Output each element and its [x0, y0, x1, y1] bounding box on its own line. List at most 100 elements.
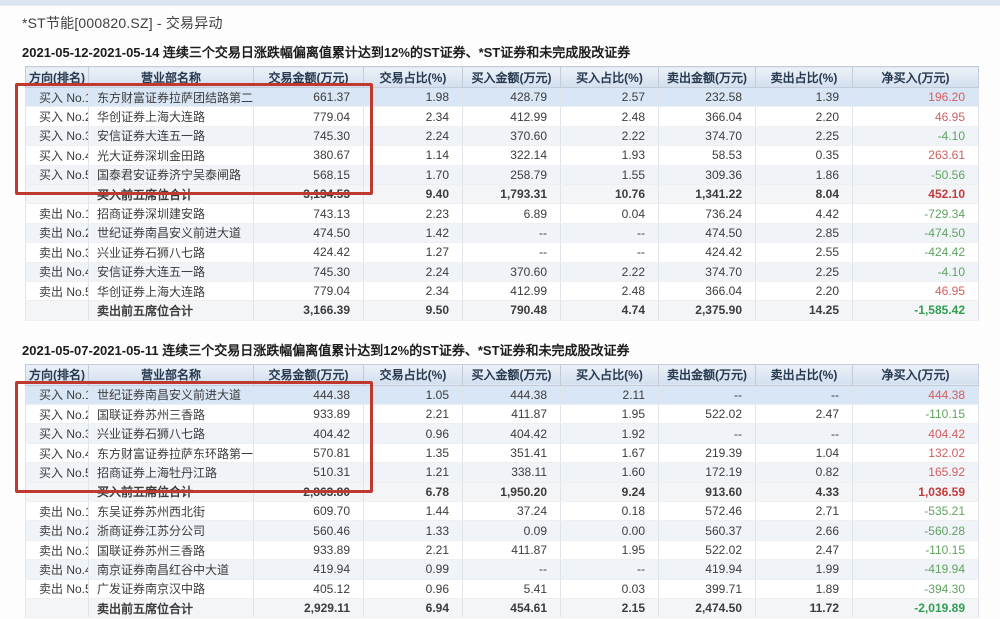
net-buy-cell: 132.02	[852, 443, 979, 464]
column-header: 交易占比(%)	[363, 363, 463, 386]
value-cell: 419.94	[658, 559, 756, 580]
net-buy-cell: 165.92	[852, 462, 979, 483]
value-cell: 1.95	[560, 540, 659, 561]
value-cell: 366.04	[658, 106, 756, 127]
value-cell: 2,929.11	[253, 597, 364, 619]
value-cell: 2.22	[560, 126, 659, 147]
table-row: 买入 No.2 国联证券苏州三香路 933.89 2.21 411.87 1.95 522.…	[25, 404, 979, 425]
value-cell: 1.27	[363, 242, 463, 263]
value-cell: 9.50	[363, 300, 463, 321]
value-cell: 572.46	[658, 501, 756, 522]
branch-name-cell: 浙商证券江苏分公司	[88, 520, 254, 541]
value-cell: 2.85	[755, 223, 853, 244]
branch-name-cell: 东吴证券苏州西北街	[88, 501, 254, 522]
value-cell: 1.93	[560, 145, 659, 166]
branch-name-cell: 卖出前五席位合计	[88, 300, 254, 321]
direction-cell: 买入 No.1	[25, 385, 89, 406]
direction-cell: 卖出 No.3	[25, 242, 89, 263]
value-cell: 1.99	[755, 559, 853, 580]
window-title: *ST节能[000820.SZ] - 交易异动	[22, 15, 223, 31]
value-cell: 322.14	[462, 145, 561, 166]
value-cell: 444.38	[462, 385, 561, 406]
value-cell: 338.11	[462, 462, 561, 483]
value-cell: 560.46	[253, 520, 364, 541]
value-cell: 404.42	[462, 423, 561, 444]
table-row: 买入 No.1 世纪证券南昌安义前进大道 444.38 1.05 444.38 2.11-…	[25, 385, 979, 406]
value-cell: 1.04	[755, 443, 853, 464]
table-row: 卖出 No.3 国联证券苏州三香路 933.89 2.21 411.87 1.95 522.…	[25, 540, 979, 561]
value-cell: 258.79	[462, 165, 561, 185]
value-cell: 399.71	[658, 579, 756, 599]
value-cell: 454.61	[462, 597, 561, 619]
branch-name-cell: 买入前五席位合计	[88, 183, 254, 205]
value-cell: --	[560, 242, 659, 263]
value-cell: 745.30	[253, 262, 364, 282]
branch-name-cell: 东方财富证券拉萨东环路第一	[88, 443, 254, 464]
branch-name-cell: 招商证券上海牡丹江路	[88, 462, 254, 483]
value-cell: 2.66	[755, 520, 853, 541]
value-cell: 8.04	[755, 183, 853, 205]
value-cell: 2.71	[755, 501, 853, 522]
branch-name-cell: 南京证券南昌红谷中大道	[88, 559, 254, 580]
trading-table-1: 方向(排名) 营业部名称 交易金额(万元) 交易占比(%) 买入金额(万元) 买入占比(%…	[25, 66, 979, 321]
column-header: 买入占比(%)	[560, 66, 659, 88]
direction-cell: 卖出 No.5	[25, 281, 89, 302]
value-cell: 570.81	[253, 443, 364, 464]
table-row: 卖出 No.4 安信证券大连五一路 745.30 2.24 370.60 2.22 374.…	[25, 262, 979, 282]
value-cell: 2.24	[363, 262, 463, 282]
net-buy-cell: -560.28	[852, 520, 979, 541]
value-cell: 933.89	[253, 404, 364, 425]
value-cell: 2.23	[363, 203, 463, 224]
value-cell: 374.70	[658, 262, 756, 282]
value-cell: 779.04	[253, 106, 364, 127]
direction-cell: 买入 No.5	[25, 165, 89, 185]
column-header: 卖出占比(%)	[755, 66, 853, 88]
value-cell: 522.02	[658, 540, 756, 561]
value-cell: 1.14	[363, 145, 463, 166]
table-row: 卖出 No.1 招商证券深圳建安路 743.13 2.23 6.89 0.04 736.24…	[25, 203, 979, 224]
net-buy-cell: -394.30	[852, 579, 979, 599]
direction-cell: 卖出 No.4	[25, 262, 89, 282]
value-cell: 2,863.80	[253, 481, 364, 503]
column-header: 方向(排名)	[25, 66, 89, 88]
value-cell: 1.44	[363, 501, 463, 522]
value-cell: 1.92	[560, 423, 659, 444]
column-header: 营业部名称	[88, 66, 254, 88]
value-cell: 9.40	[363, 183, 463, 205]
value-cell: 366.04	[658, 281, 756, 302]
value-cell: 6.94	[363, 597, 463, 619]
value-cell: 1.70	[363, 165, 463, 185]
table-row: 卖出 No.5 华创证券上海大连路 779.04 2.34 412.99 2.48 366.…	[25, 281, 979, 302]
value-cell: 2.34	[363, 281, 463, 302]
value-cell: 1,341.22	[658, 183, 756, 205]
table-row: 买入 No.4 光大证券深圳金田路 380.67 1.14 322.14 1.93 58.5…	[25, 145, 979, 166]
value-cell: 4.33	[755, 481, 853, 503]
value-cell: 1.98	[363, 87, 463, 108]
value-cell: 560.37	[658, 520, 756, 541]
summary-row: 卖出前五席位合计 3,166.39 9.50 790.48 4.74 2,375.90 14…	[25, 300, 979, 321]
direction-cell: 买入 No.2	[25, 106, 89, 127]
net-buy-cell: -4.10	[852, 262, 979, 282]
value-cell: 411.87	[462, 404, 561, 425]
column-header: 卖出金额(万元)	[658, 66, 756, 88]
net-buy-cell: 46.95	[852, 281, 979, 302]
branch-name-cell: 华创证券上海大连路	[88, 281, 254, 302]
header-row: 方向(排名) 营业部名称 交易金额(万元) 交易占比(%) 买入金额(万元) 买入占比(%…	[25, 66, 979, 88]
value-cell: 790.48	[462, 300, 561, 321]
branch-name-cell: 国联证券苏州三香路	[88, 540, 254, 561]
column-header: 方向(排名)	[25, 363, 89, 386]
column-header: 净买入(万元)	[852, 66, 979, 88]
table-row: 买入 No.3 兴业证券石狮八七路 404.42 0.96 404.42 1.92 -- --…	[25, 423, 979, 444]
value-cell: 6.89	[462, 203, 561, 224]
value-cell: 2.48	[560, 106, 659, 127]
branch-name-cell: 广发证券南京汉中路	[88, 579, 254, 599]
value-cell: 419.94	[253, 559, 364, 580]
net-buy-cell: -424.42	[852, 242, 979, 263]
value-cell: 0.96	[363, 423, 463, 444]
value-cell: 1.60	[560, 462, 659, 483]
value-cell: 2.21	[363, 540, 463, 561]
net-buy-cell: -729.34	[852, 203, 979, 224]
branch-name-cell: 买入前五席位合计	[88, 481, 254, 503]
net-buy-cell: 46.95	[852, 106, 979, 127]
table-row: 卖出 No.5 广发证券南京汉中路 405.12 0.96 5.41 0.03 399.71…	[25, 579, 979, 599]
